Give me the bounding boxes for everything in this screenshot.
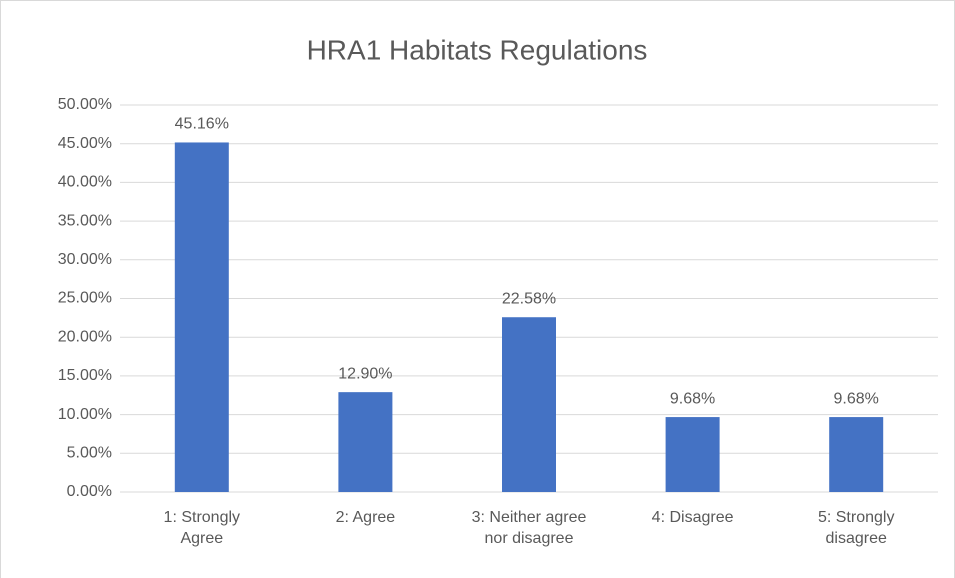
y-tick-label: 25.00% (58, 290, 112, 307)
chart-title: HRA1 Habitats Regulations (307, 34, 648, 65)
bar (502, 317, 556, 492)
x-tick-label: 3: Neither agree nor disagree (472, 509, 587, 547)
y-tick-label: 35.00% (58, 212, 112, 229)
bar (665, 417, 720, 492)
y-tick-label: 40.00% (58, 174, 112, 191)
data-label: 45.16% (175, 116, 229, 133)
y-tick-label: 45.00% (58, 135, 112, 152)
y-tick-label: 10.00% (58, 406, 112, 423)
x-tick-label: 5: Strongly disagree (818, 509, 894, 547)
bar (338, 392, 393, 492)
x-tick-label: 2: Agree (336, 509, 396, 526)
data-label: 22.58% (502, 290, 556, 307)
bar (174, 142, 229, 492)
y-tick-label: 20.00% (58, 328, 112, 345)
data-label: 12.90% (338, 365, 392, 382)
y-tick-label: 15.00% (58, 367, 112, 384)
data-label: 9.68% (834, 390, 879, 407)
y-tick-label: 30.00% (58, 251, 112, 268)
x-tick-label: 4: Disagree (652, 509, 734, 526)
y-tick-label: 0.00% (67, 483, 112, 500)
y-tick-label: 50.00% (58, 96, 112, 113)
x-tick-label: 1: Strongly Agree (164, 509, 240, 547)
bar (829, 417, 884, 492)
y-tick-label: 5.00% (67, 445, 112, 462)
data-label: 9.68% (670, 390, 715, 407)
